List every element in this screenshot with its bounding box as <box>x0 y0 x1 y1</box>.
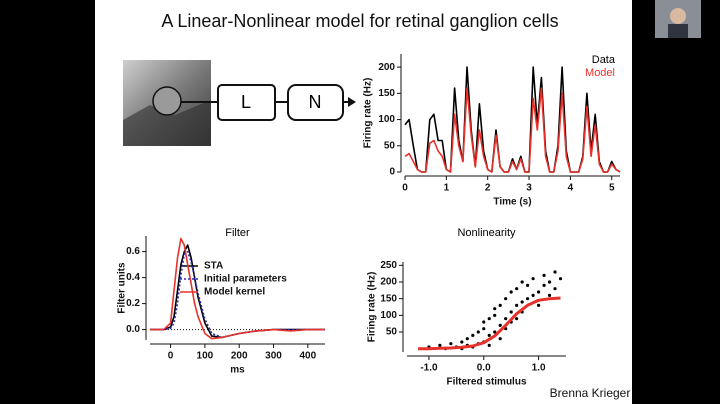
scatter-point <box>493 330 497 334</box>
x-tick-label: 1 <box>444 183 450 194</box>
y-tick-label: 0.4 <box>126 272 140 283</box>
slide-title: A Linear-Nonlinear model for retinal gan… <box>161 11 558 31</box>
x-tick-label: 100 <box>197 351 214 362</box>
x-tick-label: -1.0 <box>420 363 438 374</box>
y-axis-label: Firing rate (Hz) <box>367 272 378 343</box>
scatter-point <box>460 340 464 344</box>
legend-label: Initial parameters <box>204 274 287 285</box>
x-tick-label: 1.0 <box>532 363 546 374</box>
scatter-point <box>536 303 541 307</box>
scatter-point <box>471 333 475 337</box>
y-tick-label: 50 <box>384 140 396 151</box>
scatter-point <box>547 280 552 284</box>
arrowhead <box>348 97 356 107</box>
y-tick-label: 0.0 <box>126 324 140 335</box>
scatter-point <box>482 327 486 331</box>
scatter-point <box>449 342 453 346</box>
y-tick-label: 0 <box>389 167 395 178</box>
x-tick-label: 4 <box>568 183 574 194</box>
scatter-point <box>515 303 519 307</box>
x-tick-label: 3 <box>526 183 532 194</box>
author: Brenna Krieger <box>550 386 631 400</box>
y-tick-label: 150 <box>378 88 395 99</box>
y-tick-label: 150 <box>380 293 397 304</box>
x-tick-label: 5 <box>609 183 615 194</box>
scatter-point <box>515 317 519 321</box>
x-tick-label: 200 <box>231 351 248 362</box>
chart-title: Filter <box>225 227 250 239</box>
scatter-point <box>487 317 491 321</box>
scatter-point <box>504 317 508 321</box>
chart-title: Nonlinearity <box>457 227 516 239</box>
scatter-point <box>531 277 535 281</box>
y-tick-label: 0.6 <box>126 246 140 257</box>
scatter-point <box>482 320 486 324</box>
scatter-point <box>558 277 563 281</box>
scatter-point <box>509 310 513 314</box>
n-label: N <box>309 92 322 112</box>
fit-line <box>418 296 561 351</box>
scatter-point <box>487 343 491 347</box>
legend-label: Model kernel <box>204 287 265 298</box>
x-axis-label: ms <box>230 365 245 376</box>
scatter-point <box>487 333 491 337</box>
video-face <box>670 8 686 24</box>
legend-label: Model <box>585 67 615 79</box>
l-label: L <box>241 92 251 112</box>
y-tick-label: 50 <box>386 327 398 338</box>
receptive-field <box>152 86 182 116</box>
scatter-point <box>498 337 502 341</box>
scatter-point <box>542 273 546 277</box>
x-axis-label: Time (s) <box>493 197 531 208</box>
scatter-point <box>476 330 480 334</box>
y-tick-label: 100 <box>378 114 395 125</box>
scatter-point <box>509 290 513 294</box>
scatter-point <box>438 343 442 347</box>
y-tick-label: 200 <box>380 277 397 288</box>
x-axis-label: Filtered stimulus <box>446 377 526 388</box>
y-tick-label: 100 <box>380 310 397 321</box>
y-tick-label: 0.2 <box>126 298 140 309</box>
scatter-point <box>465 337 469 341</box>
y-tick-label: 250 <box>380 260 397 271</box>
x-tick-label: 0 <box>168 351 174 362</box>
scatter-point <box>536 290 541 294</box>
series-line <box>150 237 325 340</box>
scatter-point <box>526 283 530 287</box>
series-line <box>404 87 621 173</box>
scatter-point <box>515 287 519 291</box>
scatter-point <box>542 283 546 287</box>
scatter-point <box>498 323 502 327</box>
x-tick-label: 400 <box>299 351 316 362</box>
scatter-point <box>547 293 552 297</box>
scatter-point <box>520 280 524 284</box>
image-shadow <box>123 100 211 146</box>
scatter-point <box>531 293 535 297</box>
scatter-point <box>553 287 557 291</box>
scatter-point <box>493 313 497 317</box>
y-axis-label: Filter units <box>117 262 128 314</box>
x-tick-label: 0.0 <box>477 363 491 374</box>
x-tick-label: 0 <box>402 183 408 194</box>
scatter-point <box>553 270 557 274</box>
y-axis-label: Firing rate (Hz) <box>363 78 374 149</box>
video-body <box>668 24 688 38</box>
scatter-point <box>493 307 497 311</box>
y-tick-label: 200 <box>378 62 395 73</box>
legend-label: STA <box>204 261 223 272</box>
scatter-point <box>520 300 524 304</box>
legend-label: Data <box>592 54 616 66</box>
scatter-point <box>504 297 508 301</box>
scatter-point <box>498 303 502 307</box>
x-tick-label: 2 <box>485 183 491 194</box>
x-tick-label: 300 <box>265 351 282 362</box>
scatter-point <box>526 297 530 301</box>
